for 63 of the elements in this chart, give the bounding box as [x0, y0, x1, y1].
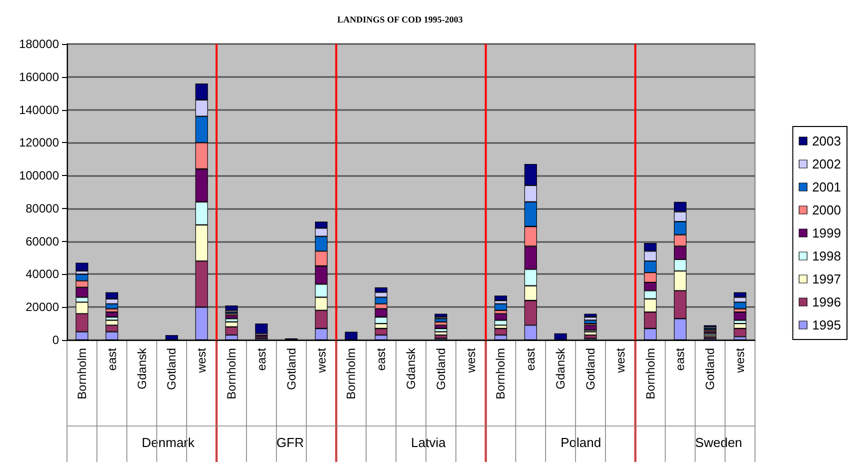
legend-label: 1998: [812, 248, 841, 264]
text: GFR: [276, 435, 304, 450]
bar: [584, 332, 597, 336]
bar: [584, 316, 597, 320]
x-tick-label: Gotland: [164, 348, 179, 390]
text: Sweden: [695, 435, 742, 450]
x-tick-label: Gotland: [703, 348, 718, 390]
x-tick-label: Gotland: [583, 348, 598, 390]
y-tick-label: 20000: [26, 300, 60, 314]
x-tick-label: Gdansk: [404, 347, 418, 390]
bar: [434, 332, 448, 336]
bar: [584, 314, 597, 317]
bar: [255, 324, 268, 334]
chart-title: LANDINGS OF COD 1995-2003: [337, 14, 464, 24]
x-tick-label: west: [733, 347, 748, 374]
bar: [76, 262, 88, 271]
x-tick-label: east: [524, 347, 538, 371]
legend-label: 2003: [812, 134, 841, 148]
x-tick-label: west: [613, 347, 628, 374]
x-tick-label: Bornholm: [494, 348, 508, 400]
x-tick-label: Bornholm: [643, 348, 658, 400]
bar: [734, 312, 746, 320]
legend-label: 2002: [812, 156, 841, 172]
y-tick-label: 0: [52, 333, 60, 347]
x-tick-label: west: [194, 347, 209, 374]
y-tick-label: 120000: [18, 136, 60, 150]
x-tick-label: west: [464, 347, 478, 374]
x-tick-label: east: [104, 347, 119, 371]
text: Denmark: [142, 435, 196, 450]
x-tick-label: Gotland: [434, 348, 448, 390]
text: Poland: [560, 435, 602, 450]
bar: [434, 328, 448, 332]
y-tick-label: 100000: [18, 168, 60, 183]
bar: [494, 304, 508, 310]
x-tick-label: east: [254, 347, 268, 371]
x-tick-label: east: [673, 347, 688, 371]
bar: [434, 325, 448, 328]
x-tick-label: east: [374, 347, 388, 371]
text: Latvia: [410, 435, 446, 450]
x-tick-label: Gdansk: [554, 347, 568, 390]
y-tick-label: 40000: [26, 267, 60, 282]
legend-label: 1995: [812, 318, 841, 332]
x-tick-label: Gdansk: [134, 347, 149, 390]
x-tick-label: Gotland: [284, 348, 298, 390]
legend-label: 1999: [812, 226, 841, 240]
bar: [106, 312, 118, 317]
legend-label: 2001: [812, 180, 841, 194]
legend-label: 1997: [812, 272, 841, 286]
y-tick-label: 80000: [26, 201, 60, 216]
bar: [225, 315, 238, 319]
bar: [494, 296, 508, 301]
x-tick-label: Bornholm: [344, 348, 358, 400]
y-tick-label: 160000: [18, 70, 60, 84]
x-tick-label: Bornholm: [224, 348, 239, 400]
legend-label: 2000: [812, 202, 841, 218]
y-tick-label: 60000: [26, 234, 60, 248]
bar: [434, 322, 448, 326]
x-tick-label: west: [314, 347, 328, 374]
y-tick-label: 140000: [18, 102, 60, 117]
bar: [225, 305, 238, 310]
x-tick-label: Bornholm: [74, 348, 89, 400]
y-tick-label: 180000: [18, 37, 60, 51]
legend-label: 1996: [812, 294, 841, 310]
